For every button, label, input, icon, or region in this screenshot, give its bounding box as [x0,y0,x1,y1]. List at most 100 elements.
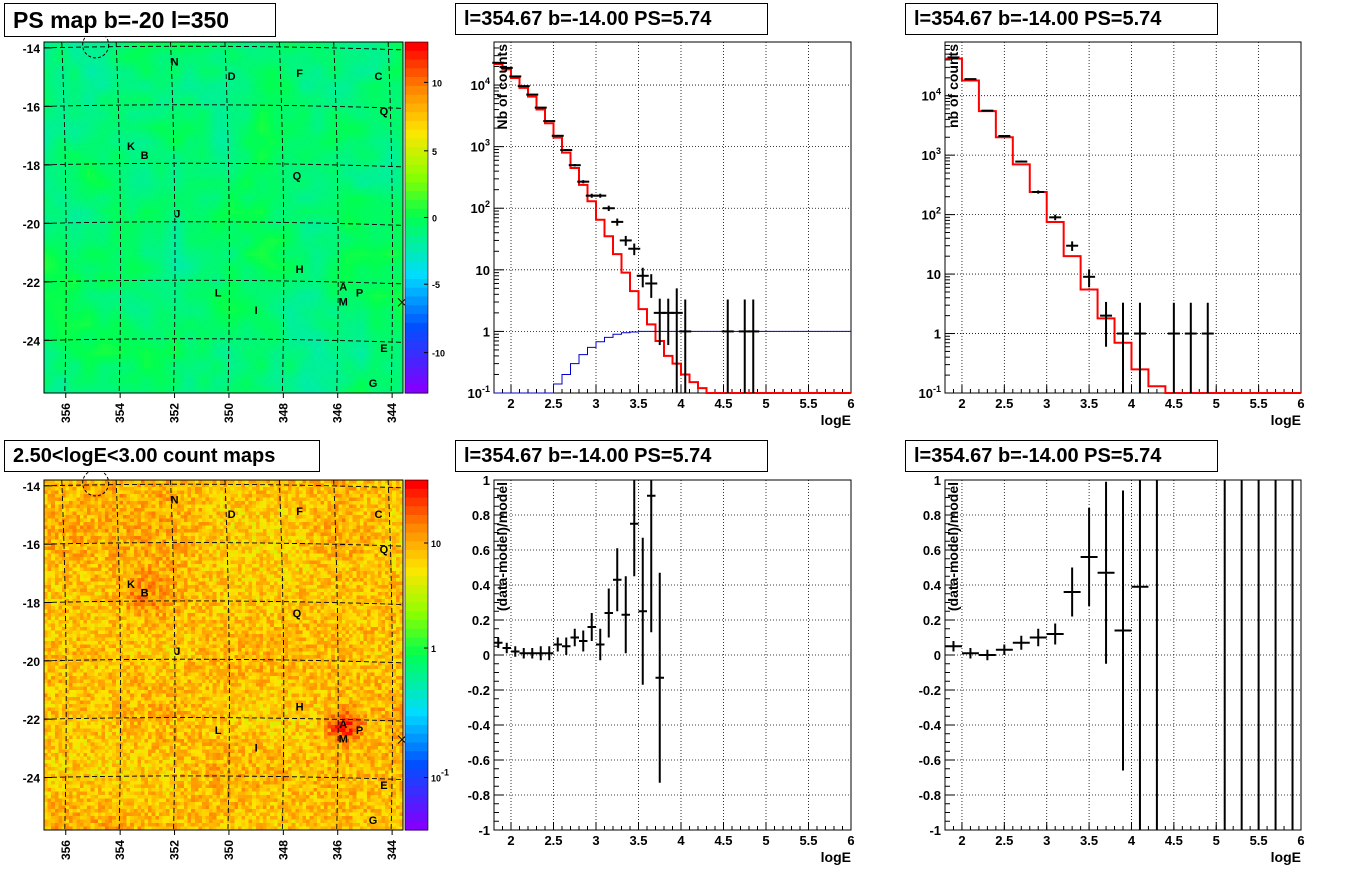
x-tick-label: 356 [59,403,73,423]
map-grid-parallel [43,45,404,51]
colorbar-tick-label: 10 [432,78,442,88]
plot-frame [493,41,852,394]
y-axis-label: Nb of counts [494,44,510,130]
x-tick-label: 344 [385,403,399,423]
colorbar-cell [405,585,428,595]
colorbar-cell [405,217,428,227]
map-grid-parallel [43,483,404,489]
y-tick-label: -18 [23,159,41,173]
source-label: H [296,701,304,713]
colorbar-cell [405,698,428,709]
colorbar-cell [405,156,428,166]
y-tick-label: 10 [927,267,941,282]
y-tick-label: 10-1 [468,384,490,401]
map-grid-parallel [43,221,404,226]
x-tick-label: 6 [1297,396,1304,411]
y-tick-label: 0.8 [923,508,941,523]
colorbar-cell [405,628,428,639]
y-tick-label: 0.2 [923,613,941,628]
source-label: I [255,742,258,754]
y-tick-label: 1 [483,324,490,339]
x-tick-label: 3.5 [1080,833,1098,848]
x-axis-label: logE [821,849,851,865]
colorbar-cell [405,611,428,621]
colorbar-cell [405,243,428,254]
colorbar-tick-label: 10 [431,539,441,549]
y-axis-label: nb of counts [945,44,961,128]
x-tick-label: 3 [1043,396,1050,411]
colorbar-cell [405,541,428,551]
x-tick-label: 5 [762,833,769,848]
source-label: P [356,287,363,299]
y-tick-label: -24 [23,772,41,786]
colorbar-cell [405,803,428,814]
map-top-title: PS map b=-20 l=350 [4,3,276,37]
x-tick-label: 346 [331,403,345,423]
colorbar-cell [405,173,428,183]
colorbar-cell [405,120,428,131]
y-tick-label: -1 [929,823,941,838]
y-tick-label: -22 [23,713,41,727]
x-tick-label: 4 [677,833,685,848]
x-tick-label: 2.5 [995,833,1013,848]
colorbar-cell [405,77,428,87]
colorbar-cell [405,550,428,560]
x-tick-label: 2 [507,833,514,848]
x-axis-label: logE [1271,849,1301,865]
y-tick-label: 0 [934,648,941,663]
x-tick-label: 2.5 [544,833,562,848]
y-tick-label: -0.6 [919,753,941,768]
colorbar-tick-label: 5 [432,147,437,157]
map-grid-parallel [43,600,404,605]
colorbar-cell [405,786,428,796]
x-tick-label: 354 [113,840,127,860]
map-bottom-title: 2.50<logE<3.00 count maps [4,440,320,472]
x-tick-label: 6 [847,396,854,411]
colorbar-cell [405,42,428,52]
colorbar-cell [405,646,428,656]
x-tick-label: 5.5 [799,833,817,848]
colorbar-cell [405,296,428,306]
colorbar-cell [405,305,428,315]
colorbar-cell [405,733,428,744]
colorbar-cell [405,235,428,245]
x-tick-label: 2.5 [995,396,1013,411]
source-label: F [296,506,303,518]
source-label: B [141,150,149,162]
x-axis-label: logE [821,412,851,428]
res-center-title: l=354.67 b=-14.00 PS=5.74 [455,440,768,472]
res_right-plot [944,479,1302,831]
y-tick-label: -24 [23,334,41,348]
y-tick-label: 1 [483,473,490,488]
y-tick-label: 103 [471,138,490,155]
y-tick-label: 104 [922,87,941,104]
x-tick-label: 3.5 [629,396,647,411]
source-label: I [255,305,258,317]
spec-center-title: l=354.67 b=-14.00 PS=5.74 [455,3,768,35]
y-tick-label: -0.6 [468,753,490,768]
map-frame [43,479,404,831]
x-tick-label: 5.5 [1250,833,1268,848]
y-tick-label: 0.4 [472,578,491,593]
source-label: E [380,780,387,792]
heatmap-image [44,42,403,393]
y-tick-label: -0.4 [919,718,942,733]
colorbar-cell [405,681,428,691]
y-tick-label: 0.6 [472,543,490,558]
map-grid-parallel [43,162,404,168]
source-label: F [296,68,303,80]
x-tick-label: 346 [331,840,345,860]
colorbar-cell [405,375,428,385]
source-label: A [339,282,347,294]
y-tick-label: 0.4 [923,578,942,593]
source-label: G [369,378,378,390]
y-tick-label: -14 [23,42,41,56]
map-grid-parallel [43,279,404,285]
x-tick-label: 3.5 [1080,396,1098,411]
colorbar-cell [405,602,428,612]
map_top-map: 356 354 352 350 348 346 344 -14 -16 -18 -20 -22 -24 N… [23,31,445,423]
colorbar-cell [405,270,428,280]
y-tick-label: -20 [23,217,41,231]
x-tick-label: 6 [847,833,854,848]
colorbar-cell [405,672,428,682]
